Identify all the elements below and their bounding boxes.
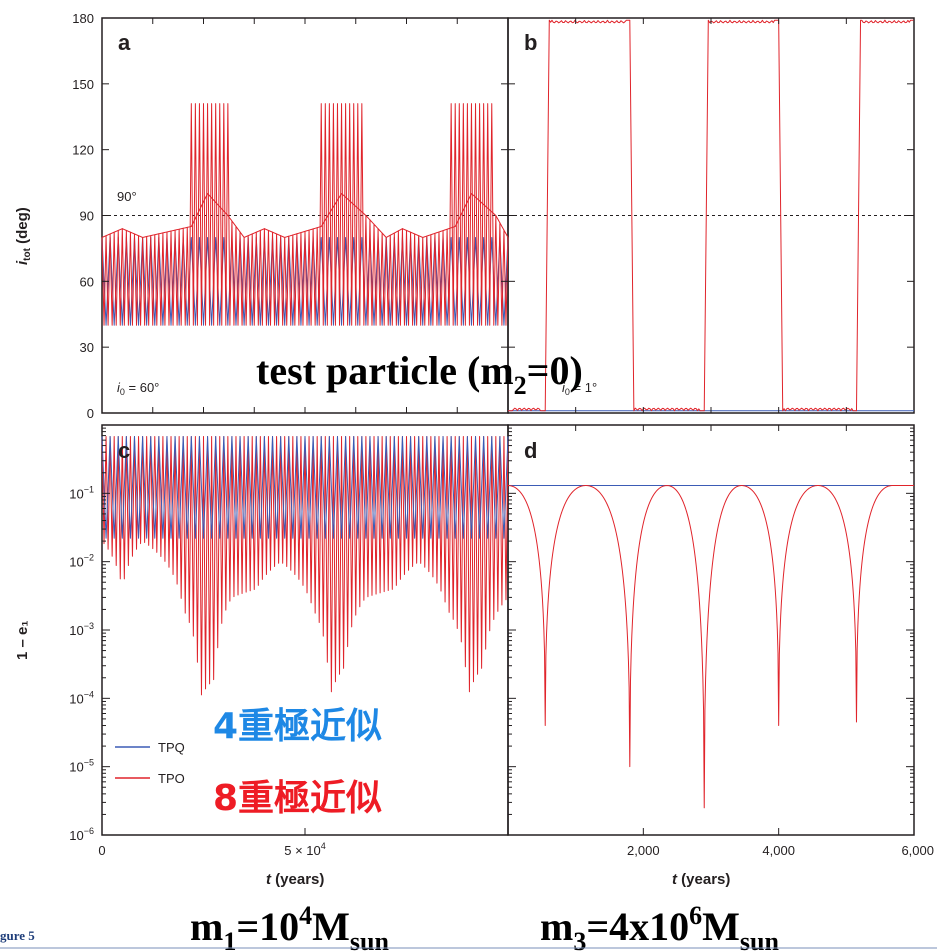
y-tick-label-c: 10−1 [69, 484, 94, 501]
y-tick-label-a: 150 [72, 77, 94, 92]
series-tpo-envelope-a [101, 193, 509, 238]
test-particle-label: test particle (m2=0) [256, 348, 583, 400]
tick-base: 10 [69, 691, 83, 706]
mass-m1-label: m1=104Msun [190, 901, 389, 952]
panel-letter-b: b [524, 30, 537, 55]
series-tpo-a [101, 103, 509, 326]
y-tick-label-a: 30 [80, 340, 94, 355]
tick-base: 10 [69, 828, 83, 843]
legend-label-tpq: TPQ [158, 740, 185, 755]
tick-exponent: 4 [321, 841, 326, 851]
i0-annotation-b: i0 = 1° [562, 380, 597, 397]
x-axis-label-d: t (years) [672, 871, 730, 888]
figure-caption: gure 5 [0, 928, 35, 943]
octupole-label: 8重極近似 [213, 778, 382, 819]
tick-base: 10 [69, 760, 83, 775]
y-tick-label-c: 10−5 [69, 758, 94, 775]
legend-label-tpo: TPO [158, 771, 185, 786]
panel-letter-a: a [118, 30, 131, 55]
panel-d-frame [507, 424, 915, 836]
tick-base: 5 × 10 [284, 843, 321, 858]
x-tick-label-c: 5 × 104 [284, 841, 326, 858]
tick-base: 10 [69, 555, 83, 570]
y-axis-label-bottom: 1 – e₁ [14, 620, 31, 660]
y-tick-label-a: 120 [72, 143, 94, 158]
i0-annotation-a: i0 = 60° [117, 380, 159, 397]
panel-letter-c: c [118, 438, 130, 463]
series-tpo-d [507, 485, 914, 809]
x-tick-label-d: 2,000 [627, 843, 660, 858]
y-tick-label-c: 10−6 [69, 826, 94, 843]
tick-exponent: −4 [84, 689, 94, 699]
tick-exponent: −2 [84, 553, 94, 563]
y-tick-label-c: 10−3 [69, 621, 94, 638]
y-tick-label-a: 180 [72, 11, 94, 26]
series-tpq-c [101, 435, 509, 539]
tick-base: 0 [98, 843, 105, 858]
mass-m3-label: m3=4x106Msun [540, 901, 779, 952]
tick-base: 10 [69, 486, 83, 501]
panel-letter-d: d [524, 438, 537, 463]
series-tpo-c [101, 435, 509, 696]
tick-exponent: −6 [84, 826, 94, 836]
x-tick-label-d: 6,000 [901, 843, 934, 858]
tick-exponent: −1 [84, 484, 94, 494]
hline-90-label: 90° [117, 189, 137, 204]
y-tick-label-a: 60 [80, 274, 94, 289]
y-tick-label-a: 0 [87, 406, 94, 421]
x-tick-label-c: 0 [98, 843, 105, 858]
x-axis-label-c: t (years) [266, 871, 324, 888]
y-tick-label-c: 10−2 [69, 553, 94, 570]
quadrupole-label: 4重極近似 [213, 706, 382, 747]
y-tick-label-c: 10−4 [69, 689, 94, 706]
tick-exponent: −3 [84, 621, 94, 631]
tick-layer: 030609012015018010−610−510−410−310−210−1… [69, 11, 934, 858]
y-axis-label-top: itot (deg) [14, 207, 33, 265]
y-tick-label-a: 90 [80, 209, 94, 224]
x-tick-label-d: 4,000 [762, 843, 795, 858]
tick-base: 10 [69, 623, 83, 638]
tick-exponent: −5 [84, 758, 94, 768]
